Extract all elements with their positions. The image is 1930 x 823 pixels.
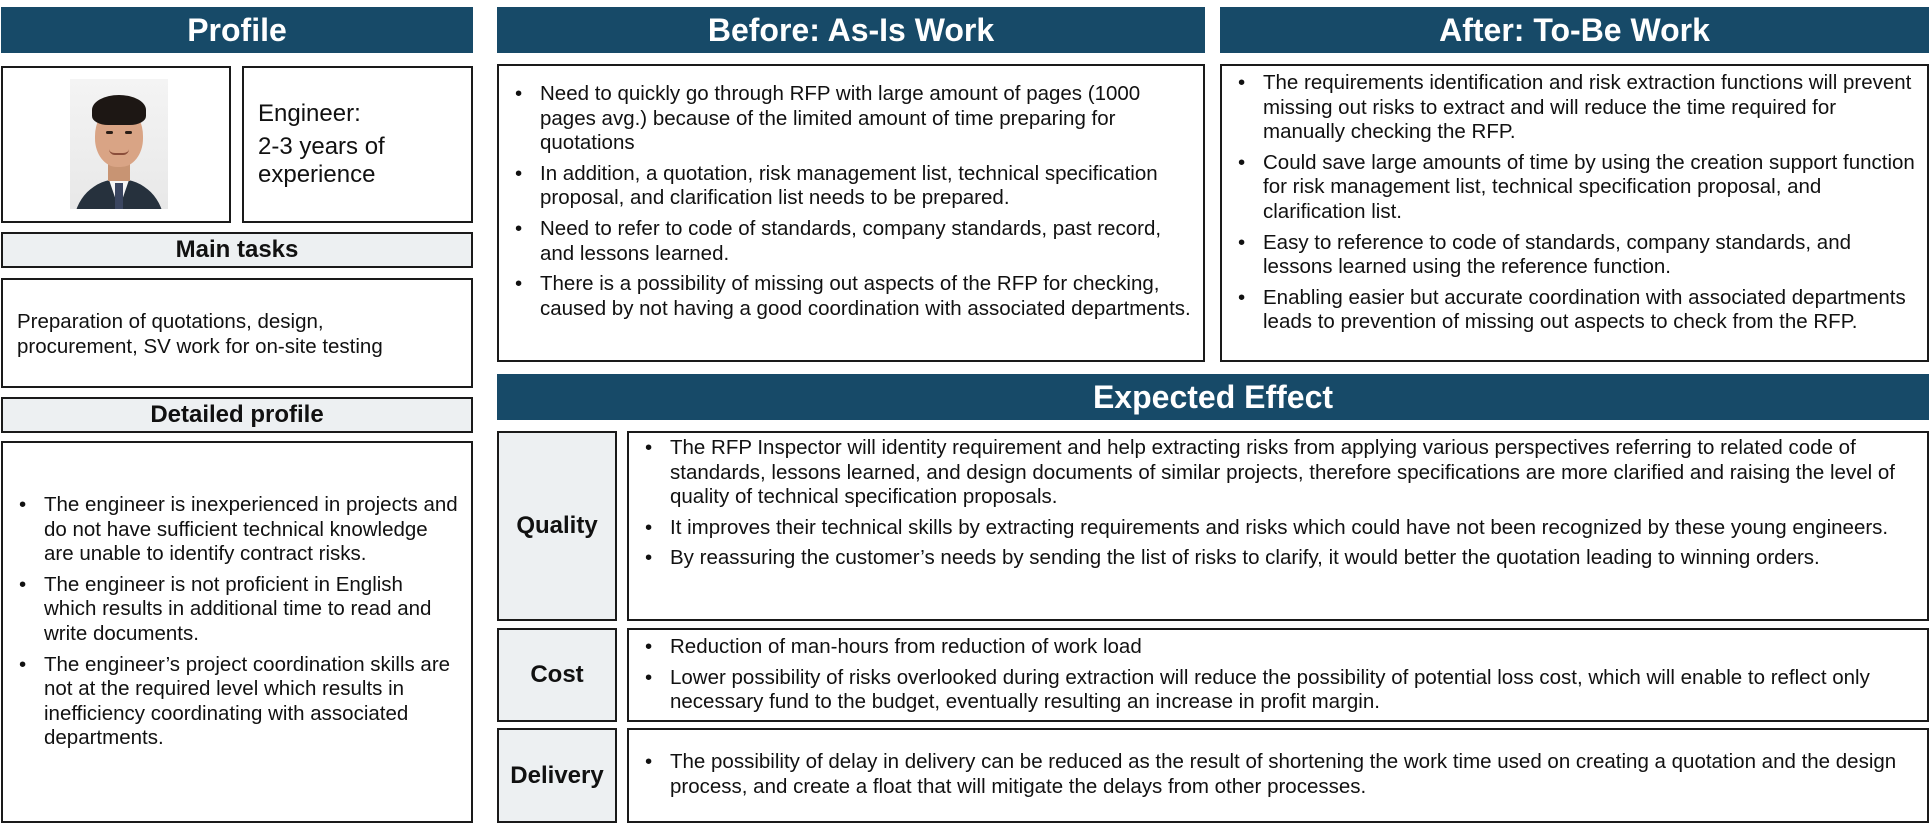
cost-label: Cost bbox=[497, 628, 617, 722]
list-item: The engineer is not proficient in Englis… bbox=[15, 573, 459, 647]
engineer-info-box: Engineer: 2-3 years of experience bbox=[242, 66, 473, 223]
list-item: The engineer’s project coordination skil… bbox=[15, 653, 459, 751]
delivery-label: Delivery bbox=[497, 728, 617, 823]
list-item: Reduction of man-hours from reduction of… bbox=[641, 635, 1917, 660]
after-list: The requirements identification and risk… bbox=[1234, 71, 1921, 335]
after-header: After: To-Be Work bbox=[1220, 7, 1929, 53]
list-item: Enabling easier but accurate coordinatio… bbox=[1234, 286, 1921, 335]
main-tasks-header: Main tasks bbox=[1, 232, 473, 268]
main-tasks-text: Preparation of quotations, design, procu… bbox=[17, 310, 383, 358]
main-tasks-box: Preparation of quotations, design, procu… bbox=[1, 278, 473, 388]
list-item: The requirements identification and risk… bbox=[1234, 71, 1921, 145]
list-item: By reassuring the customer’s needs by se… bbox=[641, 546, 1917, 571]
detailed-profile-box: The engineer is inexperienced in project… bbox=[1, 441, 473, 823]
before-box: Need to quickly go through RFP with larg… bbox=[497, 64, 1205, 362]
list-item: Lower possibility of risks overlooked du… bbox=[641, 666, 1917, 715]
photo-box bbox=[1, 66, 231, 223]
list-item: In addition, a quotation, risk managemen… bbox=[511, 162, 1197, 211]
list-item: The RFP Inspector will identity requirem… bbox=[641, 436, 1917, 510]
list-item: The possibility of delay in delivery can… bbox=[641, 750, 1917, 799]
quality-list: The RFP Inspector will identity requirem… bbox=[641, 436, 1917, 571]
detailed-profile-header: Detailed profile bbox=[1, 397, 473, 433]
cost-list: Reduction of man-hours from reduction of… bbox=[641, 635, 1917, 715]
delivery-list: The possibility of delay in delivery can… bbox=[641, 750, 1917, 799]
list-item: Need to quickly go through RFP with larg… bbox=[511, 82, 1197, 156]
delivery-box: The possibility of delay in delivery can… bbox=[627, 728, 1929, 823]
quality-label: Quality bbox=[497, 431, 617, 621]
cost-box: Reduction of man-hours from reduction of… bbox=[627, 628, 1929, 722]
list-item: Easy to reference to code of standards, … bbox=[1234, 231, 1921, 280]
profile-header: Profile bbox=[1, 7, 473, 53]
list-item: The engineer is inexperienced in project… bbox=[15, 493, 459, 567]
engineer-photo bbox=[70, 79, 168, 209]
before-header: Before: As-Is Work bbox=[497, 7, 1205, 53]
list-item: There is a possibility of missing out as… bbox=[511, 272, 1197, 321]
experience-text: 2-3 years of experience bbox=[258, 133, 385, 188]
list-item: Need to refer to code of standards, comp… bbox=[511, 217, 1197, 266]
engineer-label: Engineer: bbox=[258, 100, 361, 127]
list-item: It improves their technical skills by ex… bbox=[641, 516, 1917, 541]
quality-box: The RFP Inspector will identity requirem… bbox=[627, 431, 1929, 621]
list-item: Could save large amounts of time by usin… bbox=[1234, 151, 1921, 225]
after-box: The requirements identification and risk… bbox=[1220, 64, 1929, 362]
expected-effect-header: Expected Effect bbox=[497, 374, 1929, 420]
detailed-profile-list: The engineer is inexperienced in project… bbox=[15, 493, 459, 751]
before-list: Need to quickly go through RFP with larg… bbox=[511, 82, 1197, 321]
